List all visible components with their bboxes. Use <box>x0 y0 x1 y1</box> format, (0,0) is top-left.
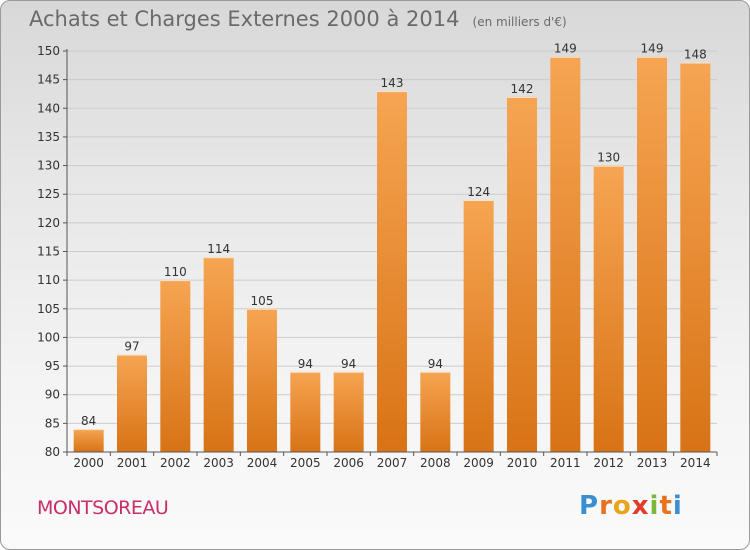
y-tick-label: 130 <box>37 159 60 173</box>
x-tick-label: 2011 <box>550 456 581 470</box>
y-tick-label: 110 <box>37 273 60 287</box>
bar <box>507 96 537 452</box>
logo-letter: o <box>612 491 632 521</box>
bar <box>463 199 494 452</box>
bar <box>377 91 407 452</box>
bar <box>550 56 581 452</box>
x-tick-label: 2001 <box>117 456 148 470</box>
x-tick-label: 2000 <box>73 456 104 470</box>
y-tick-label: 95 <box>45 359 60 373</box>
x-tick-label: 2003 <box>203 456 234 470</box>
logo-letter: P <box>579 491 600 521</box>
labels: 80 85 90 95 100 105 110 115 120 125 130 135 140 145 15… <box>37 42 711 470</box>
bar <box>160 280 191 452</box>
data-label: 124 <box>467 185 490 199</box>
bar <box>680 62 711 452</box>
x-tick-label: 2005 <box>290 456 321 470</box>
y-tick-label: 150 <box>37 44 60 58</box>
bar <box>333 371 364 452</box>
x-tick-label: 2004 <box>247 456 278 470</box>
y-tick-label: 145 <box>37 73 60 87</box>
bar <box>203 257 234 452</box>
data-label: 130 <box>597 151 620 165</box>
bar <box>247 308 277 452</box>
y-tick-label: 90 <box>45 388 60 402</box>
data-label: 84 <box>81 414 96 428</box>
y-tick-label: 125 <box>37 187 60 201</box>
logo-letter: i <box>649 491 660 521</box>
bar <box>593 165 624 453</box>
chart-unit: (en milliers d'€) <box>472 15 567 29</box>
bar <box>290 371 321 452</box>
x-tick-label: 2012 <box>593 456 624 470</box>
x-tick-label: 2010 <box>507 456 538 470</box>
data-label: 94 <box>341 357 356 371</box>
y-tick-label: 100 <box>37 330 60 344</box>
town-name: MONTSOREAU <box>37 497 169 519</box>
y-tick-label: 80 <box>45 445 60 459</box>
x-tick-label: 2013 <box>637 456 668 470</box>
logo-letter: r <box>599 491 613 521</box>
x-tick-label: 2014 <box>680 456 711 470</box>
y-tick-label: 140 <box>37 101 60 115</box>
data-label: 148 <box>684 47 707 61</box>
data-label: 149 <box>554 42 577 56</box>
data-label: 142 <box>511 82 534 96</box>
data-label: 105 <box>251 294 274 308</box>
y-tick-label: 115 <box>37 245 60 259</box>
y-tick-label: 135 <box>37 130 60 144</box>
data-label: 97 <box>124 340 139 354</box>
data-label: 110 <box>164 265 187 279</box>
bar <box>637 56 667 452</box>
bar <box>117 354 147 452</box>
axes <box>63 49 718 456</box>
bar <box>420 371 451 452</box>
data-label: 94 <box>428 357 443 371</box>
chart-title-main: Achats et Charges Externes 2000 à 2014 <box>29 7 460 31</box>
y-tick-label: 120 <box>37 216 60 230</box>
logo-letter: t <box>659 491 673 521</box>
x-tick-label: 2008 <box>420 456 451 470</box>
x-tick-label: 2002 <box>160 456 191 470</box>
x-tick-label: 2006 <box>333 456 364 470</box>
x-tick-label: 2007 <box>377 456 408 470</box>
chart-title: Achats et Charges Externes 2000 à 2014 (… <box>29 7 567 31</box>
data-label: 143 <box>381 76 404 90</box>
data-label: 94 <box>298 357 313 371</box>
x-tick-label: 2009 <box>463 456 494 470</box>
data-label: 114 <box>207 242 230 256</box>
logo-letter: x <box>631 491 650 521</box>
bar <box>73 429 104 452</box>
data-label: 149 <box>641 42 664 56</box>
y-tick-label: 85 <box>45 416 60 430</box>
proxiti-logo: Proxiti <box>579 491 683 521</box>
y-tick-label: 105 <box>37 302 60 316</box>
logo-letter: i <box>672 491 683 521</box>
bars <box>73 56 711 453</box>
